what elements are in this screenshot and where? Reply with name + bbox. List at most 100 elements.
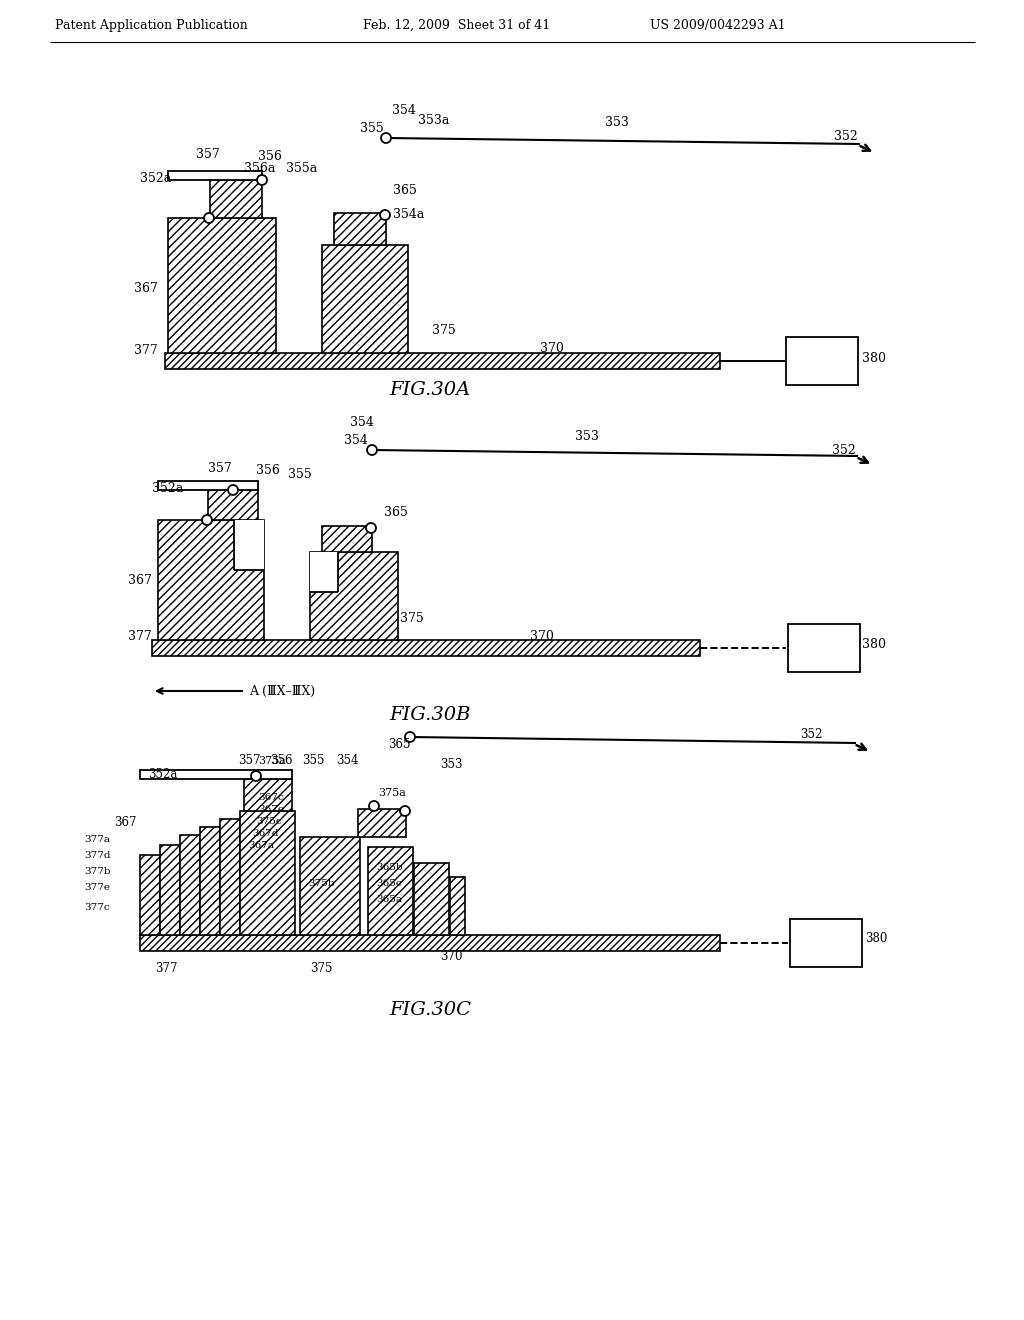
Bar [368, 847, 413, 935]
Bar [322, 246, 408, 352]
Text: 377a: 377a [84, 836, 110, 845]
Text: A (ⅢX–ⅢX): A (ⅢX–ⅢX) [249, 685, 315, 697]
Text: 367: 367 [134, 281, 158, 294]
Text: 365: 365 [393, 183, 417, 197]
Text: Feb. 12, 2009  Sheet 31 of 41: Feb. 12, 2009 Sheet 31 of 41 [362, 18, 550, 32]
Text: 352a: 352a [148, 768, 177, 781]
Bar [160, 845, 180, 935]
Bar [244, 779, 292, 810]
Circle shape [380, 210, 390, 220]
Text: 352: 352 [834, 129, 858, 143]
Text: 375b: 375b [308, 879, 335, 887]
Text: 355a: 355a [286, 161, 317, 174]
Text: 380: 380 [862, 639, 886, 652]
Circle shape [366, 523, 376, 533]
Text: US 2009/0042293 A1: US 2009/0042293 A1 [650, 18, 785, 32]
Text: 380: 380 [865, 932, 888, 945]
Text: 353: 353 [575, 429, 599, 442]
Bar [208, 490, 258, 520]
Text: FIG.30C: FIG.30C [389, 1001, 471, 1019]
Text: 365a: 365a [376, 895, 402, 903]
Bar [152, 640, 700, 656]
Text: 356a: 356a [244, 162, 275, 176]
Text: 377: 377 [128, 631, 152, 644]
Text: 375a: 375a [258, 756, 286, 766]
Bar [322, 525, 372, 552]
Text: 356: 356 [270, 755, 293, 767]
Text: 354: 354 [392, 103, 416, 116]
Bar [140, 935, 720, 950]
Text: 377e: 377e [84, 883, 110, 892]
Text: 375: 375 [432, 325, 456, 338]
Bar [140, 770, 292, 779]
Text: 354: 354 [336, 755, 358, 767]
Bar [788, 624, 860, 672]
Text: 352: 352 [831, 444, 856, 457]
Circle shape [228, 484, 238, 495]
Circle shape [367, 445, 377, 455]
Bar [234, 520, 264, 570]
Text: 367a: 367a [248, 841, 274, 850]
Text: 356: 356 [256, 463, 280, 477]
Bar [140, 855, 160, 935]
Bar [158, 480, 258, 490]
Text: 352a: 352a [152, 482, 183, 495]
Text: 357: 357 [208, 462, 231, 474]
Bar [240, 810, 295, 935]
Text: FIG.30A: FIG.30A [389, 381, 471, 399]
Bar [210, 180, 262, 218]
Circle shape [257, 176, 267, 185]
Text: 356: 356 [258, 149, 282, 162]
Text: 367c: 367c [258, 792, 284, 801]
Text: 354: 354 [344, 434, 368, 447]
Circle shape [369, 801, 379, 810]
Text: 354a: 354a [393, 209, 424, 222]
Bar [168, 172, 262, 180]
Bar [158, 520, 264, 640]
Text: 352a: 352a [140, 172, 171, 185]
Text: FIG.30B: FIG.30B [389, 706, 471, 723]
Text: 365b: 365b [376, 862, 402, 871]
Text: 377b: 377b [84, 867, 111, 876]
Text: 353a: 353a [418, 114, 450, 127]
Text: 367: 367 [128, 573, 152, 586]
Text: 377d: 377d [84, 851, 111, 861]
Text: 367e: 367e [258, 804, 284, 813]
Text: 375a: 375a [378, 788, 406, 799]
Text: 354: 354 [350, 416, 374, 429]
Text: 380: 380 [862, 351, 886, 364]
Bar [358, 809, 406, 837]
Text: 365c: 365c [376, 879, 401, 887]
Text: 367: 367 [114, 817, 136, 829]
Text: 370: 370 [530, 630, 554, 643]
Text: 367d: 367d [252, 829, 279, 837]
Text: 375c: 375c [256, 817, 282, 825]
Text: 375: 375 [400, 611, 424, 624]
Bar [200, 828, 220, 935]
Bar [790, 919, 862, 968]
Text: 365: 365 [388, 738, 411, 751]
Text: 355: 355 [302, 755, 325, 767]
Bar [334, 213, 386, 246]
Text: 357: 357 [238, 755, 260, 767]
Text: 370: 370 [440, 950, 463, 964]
Text: 375: 375 [310, 962, 333, 975]
Circle shape [381, 133, 391, 143]
Bar [786, 337, 858, 385]
Bar [165, 352, 720, 370]
Text: 377c: 377c [84, 903, 110, 912]
Bar [450, 876, 465, 935]
Circle shape [202, 515, 212, 525]
Bar [310, 552, 398, 640]
Bar [168, 218, 276, 352]
Circle shape [251, 771, 261, 781]
Text: 355: 355 [288, 467, 311, 480]
Text: 370: 370 [540, 342, 564, 355]
Bar [414, 863, 449, 935]
Text: 353: 353 [440, 759, 463, 771]
Circle shape [406, 733, 415, 742]
Bar [220, 818, 240, 935]
Text: 355: 355 [360, 121, 384, 135]
Circle shape [400, 807, 410, 816]
Text: 377: 377 [134, 343, 158, 356]
